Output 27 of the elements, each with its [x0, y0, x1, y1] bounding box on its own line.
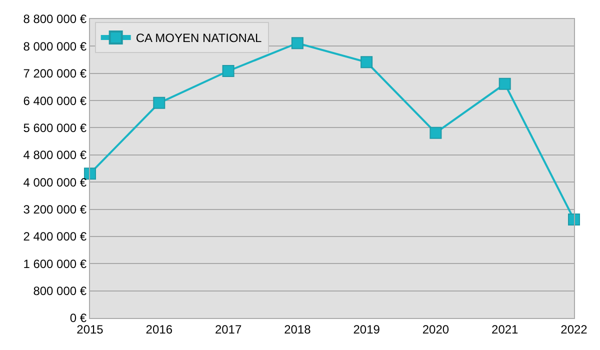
y-tick-label: 5 600 000 € — [23, 120, 87, 135]
y-tick-label: 8 800 000 € — [23, 12, 87, 26]
y-tick-label: 1 600 000 € — [23, 256, 87, 271]
point — [360, 56, 373, 68]
y-tick-label: 4 800 000 € — [23, 148, 87, 162]
point — [291, 37, 304, 50]
y-tick-label: 800 000 € — [33, 284, 87, 298]
y-tick-label: 6 400 000 € — [23, 94, 87, 108]
point — [153, 96, 166, 109]
x-tick-label: 2019 — [353, 322, 380, 336]
x-tick-label: 2017 — [214, 322, 242, 336]
y-tick-label: 7 200 000 € — [23, 66, 87, 81]
x-tick-label: 2020 — [422, 322, 450, 336]
x-tick-label: 2021 — [492, 322, 519, 336]
point — [84, 168, 96, 180]
y-tick-label: 4 000 000 € — [23, 175, 87, 190]
x-tick-label: 2016 — [146, 322, 173, 336]
legend-label: CA MOYEN NATIONAL — [136, 31, 262, 46]
point — [498, 78, 511, 90]
y-tick-label: 8 000 000 € — [23, 39, 87, 54]
x-tick-label: 2022 — [560, 322, 588, 336]
y-tick-label: 3 200 000 € — [23, 202, 87, 216]
point — [430, 126, 442, 139]
y-tick-label: 2 400 000 € — [23, 230, 87, 244]
x-tick-label: 2018 — [284, 322, 312, 336]
point — [568, 213, 580, 226]
point — [222, 64, 234, 77]
